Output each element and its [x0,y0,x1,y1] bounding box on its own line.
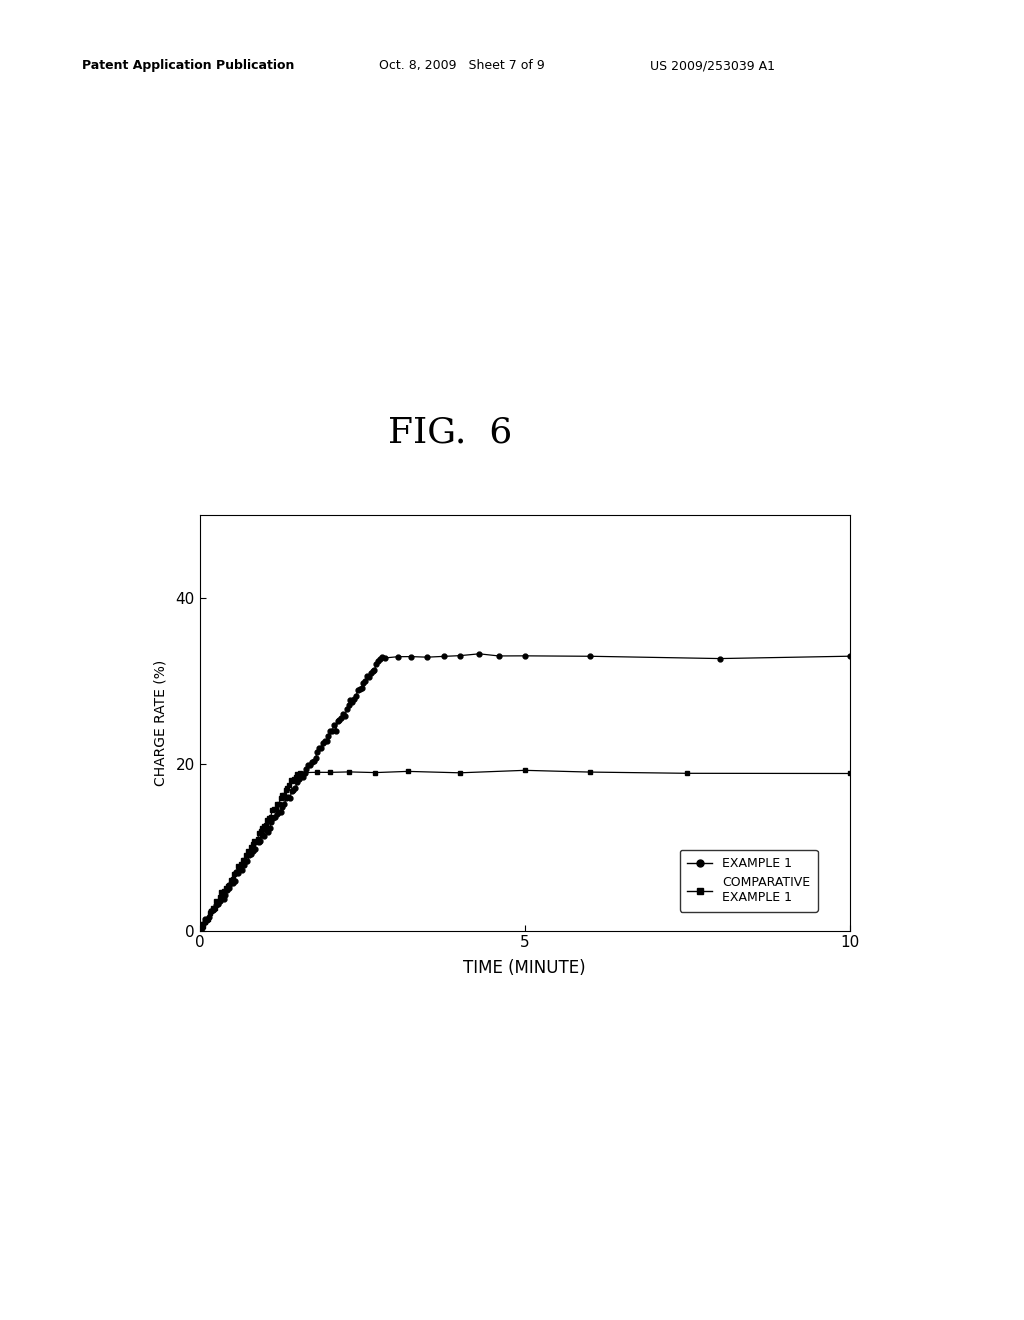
Legend: EXAMPLE 1, COMPARATIVE
EXAMPLE 1: EXAMPLE 1, COMPARATIVE EXAMPLE 1 [680,850,817,912]
Text: FIG.  6: FIG. 6 [388,416,513,450]
X-axis label: TIME (MINUTE): TIME (MINUTE) [464,958,586,977]
Text: Patent Application Publication: Patent Application Publication [82,59,294,73]
Text: US 2009/253039 A1: US 2009/253039 A1 [650,59,775,73]
Y-axis label: CHARGE RATE (%): CHARGE RATE (%) [154,660,167,785]
Text: Oct. 8, 2009   Sheet 7 of 9: Oct. 8, 2009 Sheet 7 of 9 [379,59,545,73]
